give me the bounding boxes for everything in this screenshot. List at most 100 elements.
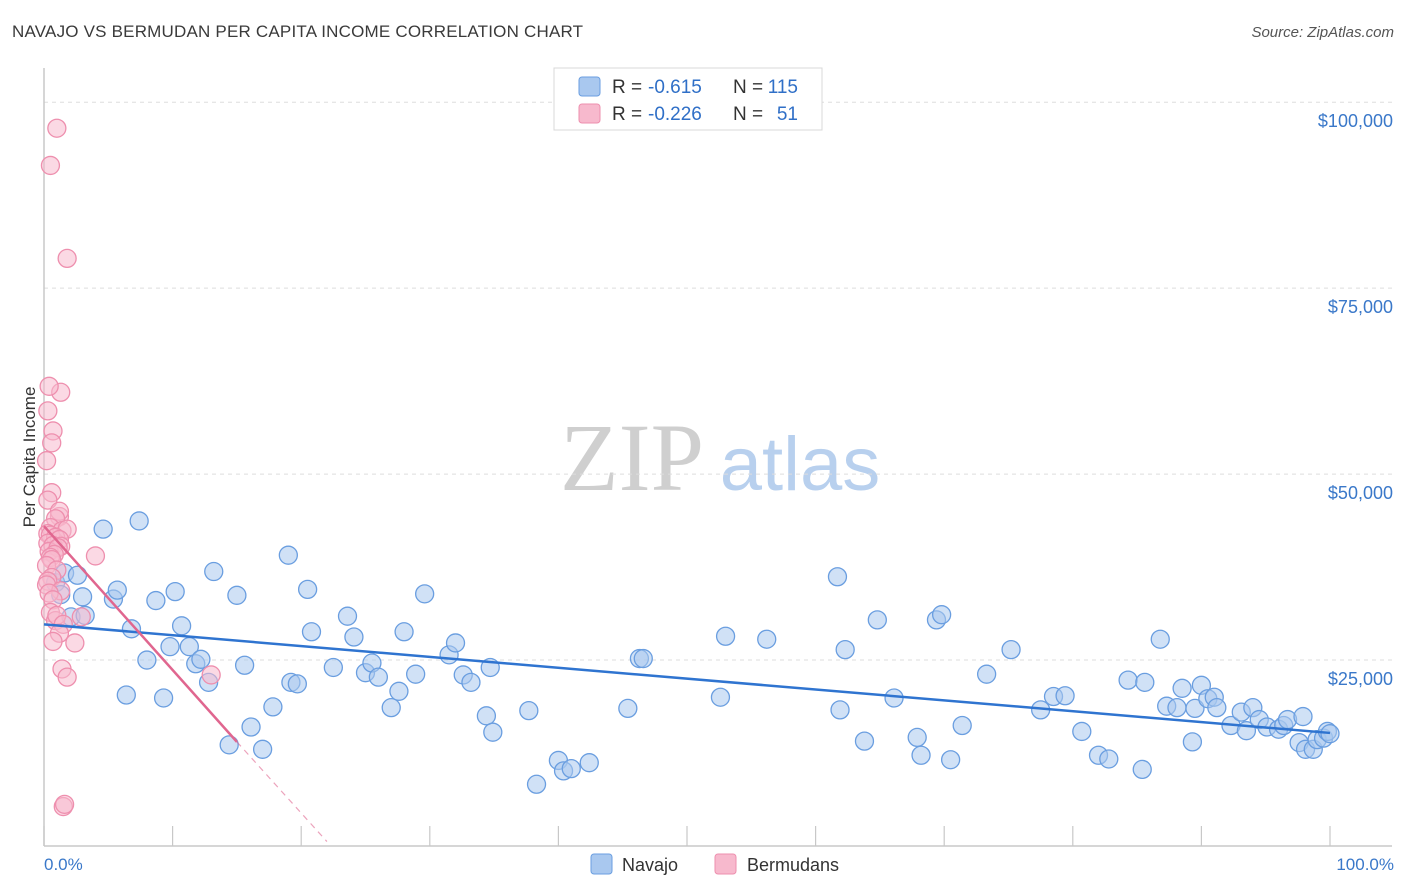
navajo-point-34 — [301, 622, 322, 642]
navajo-point-52 — [483, 722, 503, 742]
navajo-point-71 — [907, 727, 927, 748]
legend-bermudan-r-value: -0.226 — [648, 104, 702, 125]
bermudan-point-0 — [47, 118, 67, 138]
navajo-point-27 — [241, 717, 261, 737]
navajo-point-53 — [519, 700, 539, 721]
correlation-legend: R = -0.615 N = 115 R = -0.226 N = 51 — [553, 67, 823, 131]
navajo-point-91 — [1172, 678, 1192, 698]
navajo-point-42 — [389, 681, 409, 701]
navajo-point-74 — [931, 605, 952, 625]
navajo-point-7 — [93, 519, 113, 539]
series-legend: Navajo Bermudans — [590, 853, 839, 875]
navajo-point-75 — [940, 750, 961, 770]
bottom-legend-bermudans-swatch — [714, 853, 737, 875]
navajo-point-88 — [1150, 629, 1170, 649]
navajo-trend-line — [43, 623, 1331, 735]
navajo-point-43 — [394, 622, 414, 642]
navajo-point-59 — [618, 698, 638, 719]
y-tick-labels: $25,000 $50,000 $75,000 $100,000 — [1318, 111, 1393, 689]
y-tick-label-0: $25,000 — [1328, 669, 1393, 689]
y-tick-label-2: $75,000 — [1328, 297, 1393, 317]
navajo-point-70 — [884, 688, 904, 708]
legend-bermudan-n-value: 51 — [777, 104, 798, 125]
navajo-point-50 — [476, 706, 497, 726]
y-tick-label-1: $50,000 — [1328, 483, 1393, 503]
navajo-point-12 — [129, 511, 149, 531]
navajo-point-47 — [445, 633, 466, 653]
bottom-legend-bermudans-label: Bermudans — [747, 855, 839, 875]
navajo-points — [45, 511, 1340, 794]
bermudan-point-1 — [40, 155, 61, 176]
navajo-point-82 — [1072, 721, 1092, 742]
navajo-point-49 — [461, 672, 481, 693]
bermudan-point-45 — [65, 633, 85, 653]
watermark-zip: ZIP — [560, 404, 704, 511]
navajo-point-114 — [1320, 724, 1340, 744]
navajo-point-61 — [633, 648, 653, 669]
chart-source: Source: ZipAtlas.com — [1251, 24, 1394, 41]
bermudan-point-2 — [57, 248, 77, 269]
bermudan-points — [36, 118, 221, 817]
navajo-point-13 — [137, 650, 157, 670]
navajo-point-24 — [219, 735, 239, 755]
navajo-point-45 — [415, 584, 435, 604]
navajo-point-69 — [867, 610, 887, 630]
navajo-point-57 — [561, 758, 581, 779]
x-tick-marks — [43, 826, 1331, 846]
navajo-point-26 — [234, 655, 255, 675]
navajo-point-92 — [1182, 732, 1203, 752]
navajo-point-87 — [1135, 672, 1155, 693]
navajo-point-10 — [116, 685, 136, 705]
bermudan-trend-line-extension — [236, 741, 328, 842]
navajo-point-15 — [153, 688, 174, 708]
legend-bermudan-swatch — [578, 103, 601, 124]
legend-navajo-r-label: R = — [612, 77, 642, 98]
bermudan-point-10 — [38, 490, 58, 510]
y-axis-label: Per Capita Income — [20, 387, 39, 528]
navajo-point-40 — [368, 667, 389, 687]
navajo-point-85 — [1118, 670, 1138, 690]
legend-bermudan-n-label: N = — [733, 104, 763, 125]
bermudan-point-5 — [38, 401, 58, 421]
bermudan-point-44 — [43, 631, 63, 652]
navajo-point-68 — [854, 731, 875, 751]
navajo-point-58 — [579, 753, 599, 773]
navajo-point-16 — [160, 637, 180, 657]
bottom-legend-navajo-label: Navajo — [622, 855, 678, 875]
navajo-point-44 — [406, 664, 426, 684]
navajo-point-17 — [165, 581, 185, 602]
x-tick-label-max: 100.0% — [1336, 855, 1394, 874]
navajo-point-23 — [204, 561, 224, 582]
navajo-point-67 — [835, 639, 855, 660]
y-tick-label-3: $100,000 — [1318, 111, 1393, 131]
bottom-legend-navajo-swatch — [590, 853, 613, 875]
bermudan-point-7 — [42, 433, 62, 453]
navajo-point-72 — [911, 745, 931, 765]
chart-title: NAVAJO VS BERMUDAN PER CAPITA INCOME COR… — [12, 22, 584, 41]
navajo-point-90 — [1167, 698, 1187, 718]
legend-navajo-r-value: -0.615 — [648, 77, 702, 98]
navajo-point-76 — [952, 715, 972, 736]
navajo-point-9 — [107, 580, 127, 600]
navajo-point-36 — [337, 606, 358, 626]
bermudan-point-28 — [85, 546, 106, 566]
legend-navajo-swatch — [578, 76, 601, 97]
navajo-point-32 — [287, 674, 307, 694]
watermark-atlas: atlas — [720, 422, 881, 507]
bermudan-point-8 — [36, 451, 57, 471]
navajo-point-35 — [323, 657, 344, 678]
navajo-point-14 — [146, 590, 166, 611]
navajo-point-63 — [715, 626, 736, 646]
grid-lines — [44, 101, 1392, 661]
navajo-point-84 — [1099, 749, 1119, 769]
navajo-point-66 — [830, 700, 850, 720]
bermudan-point-48 — [201, 665, 221, 685]
x-tick-label-min: 0.0% — [44, 855, 83, 874]
bermudan-point-50 — [54, 794, 75, 814]
navajo-point-65 — [827, 567, 848, 587]
navajo-point-54 — [526, 774, 547, 794]
bermudan-point-4 — [39, 376, 59, 396]
navajo-point-18 — [171, 616, 192, 636]
navajo-point-62 — [710, 687, 731, 707]
navajo-point-93 — [1185, 698, 1205, 719]
